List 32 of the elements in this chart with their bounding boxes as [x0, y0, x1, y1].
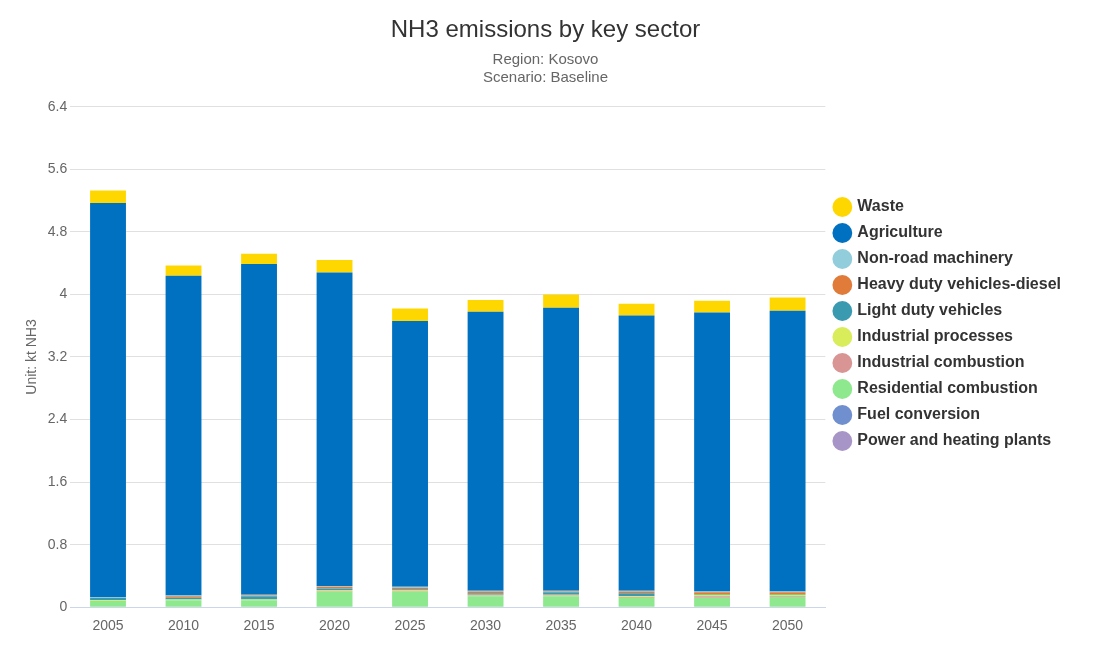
y-axis-title: Unit: kt NH3 — [23, 319, 40, 395]
chart-title: NH3 emissions by key sector — [390, 15, 701, 43]
x-tick-label: 2045 — [696, 617, 728, 634]
x-tick-label: 2010 — [167, 617, 200, 634]
legend-label: Non-road machinery — [857, 249, 1014, 267]
legend-label: Fuel conversion — [857, 405, 981, 423]
legend-label: Residential combustion — [857, 379, 1038, 397]
y-tick-label: 1.6 — [47, 472, 68, 489]
x-tick-label: 2020 — [318, 617, 351, 634]
legend-label: Industrial processes — [857, 327, 1014, 345]
y-tick-label: 6.4 — [47, 97, 68, 114]
x-tick-label: 2025 — [394, 617, 426, 634]
x-tick-label: 2030 — [469, 617, 502, 634]
x-tick-label: 2015 — [243, 617, 275, 634]
legend-label: Agriculture — [857, 223, 943, 241]
y-tick-label: 4.8 — [47, 222, 68, 239]
x-tick-label: 2050 — [772, 617, 804, 634]
y-tick-label: 3.2 — [47, 347, 68, 364]
y-tick-label: 4 — [59, 285, 68, 302]
legend-label: Industrial combustion — [857, 353, 1025, 371]
chart-subtitle: Region: Kosovo Scenario: Baseline — [482, 49, 609, 85]
legend-label: Power and heating plants — [857, 431, 1052, 449]
legend-label: Light duty vehicles — [857, 301, 1003, 319]
x-tick-label: 2005 — [92, 617, 124, 634]
y-tick-label: 5.6 — [47, 160, 68, 177]
x-tick-label: 2040 — [621, 617, 653, 634]
y-tick-label: 0.8 — [47, 535, 68, 552]
legend-label: Waste — [857, 197, 904, 215]
y-tick-label: 0 — [59, 598, 68, 615]
y-tick-label: 2.4 — [47, 410, 68, 427]
legend-label: Heavy duty vehicles-diesel — [857, 275, 1061, 293]
x-tick-label: 2035 — [545, 617, 577, 634]
